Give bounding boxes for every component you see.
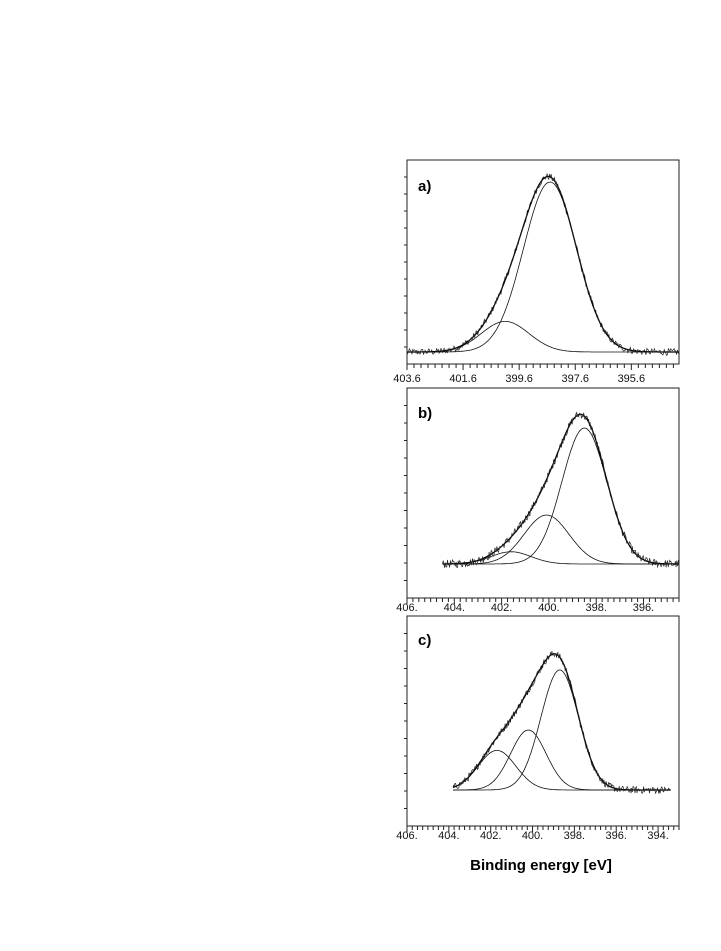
x-tick-label: 402. (491, 602, 512, 614)
panel-label: b) (418, 405, 432, 422)
x-tick-label: 400. (538, 602, 559, 614)
x-tick-label: 398. (564, 830, 585, 842)
panel-label: c) (418, 632, 431, 649)
fit-envelope (452, 653, 671, 791)
panel-c: 406. 404. 402. 400. 398. 396. 394. c) (396, 615, 680, 842)
panel-label: a) (418, 178, 431, 195)
panel-a: 403.6 401.6 399.6 397.6 395.6 a) (393, 159, 680, 385)
measured-spectrum (452, 651, 671, 795)
x-tick-label: 401.6 (449, 373, 477, 385)
x-tick-label: 402. (480, 830, 501, 842)
fit-envelope (442, 413, 679, 565)
x-tick-label: 396. (633, 602, 654, 614)
x-tick-label: 404. (444, 602, 465, 614)
plot-frame (406, 615, 680, 827)
panel-b: 406. 404. 402. 400. 398. 396. b) (396, 387, 680, 614)
measured-spectrum (442, 411, 680, 569)
x-tick-label: 404. (438, 830, 459, 842)
x-tick-label: 406. (396, 830, 417, 842)
fit-component-3 (452, 750, 671, 791)
x-tick-label: 396. (606, 830, 627, 842)
fit-component-2 (453, 729, 671, 791)
x-tick-label: 399.6 (505, 373, 533, 385)
x-tick-label: 397.6 (561, 373, 589, 385)
x-axis-title: Binding energy [eV] (470, 857, 612, 874)
fit-component-1 (453, 669, 671, 791)
fit-component-2 (407, 321, 679, 353)
measured-spectrum (406, 173, 680, 356)
x-tick-label: 395.6 (618, 373, 646, 385)
plot-frame (406, 387, 680, 599)
plot-frame (406, 159, 680, 365)
fit-envelope (407, 175, 679, 353)
x-tick-label: 406. (396, 602, 417, 614)
x-tick-label: 400. (522, 830, 543, 842)
fit-component-1 (442, 427, 679, 565)
x-tick-label: 403.6 (393, 373, 421, 385)
x-tick-label: 394. (647, 830, 668, 842)
fit-component-1 (407, 181, 679, 353)
x-tick-label: 398. (586, 602, 607, 614)
